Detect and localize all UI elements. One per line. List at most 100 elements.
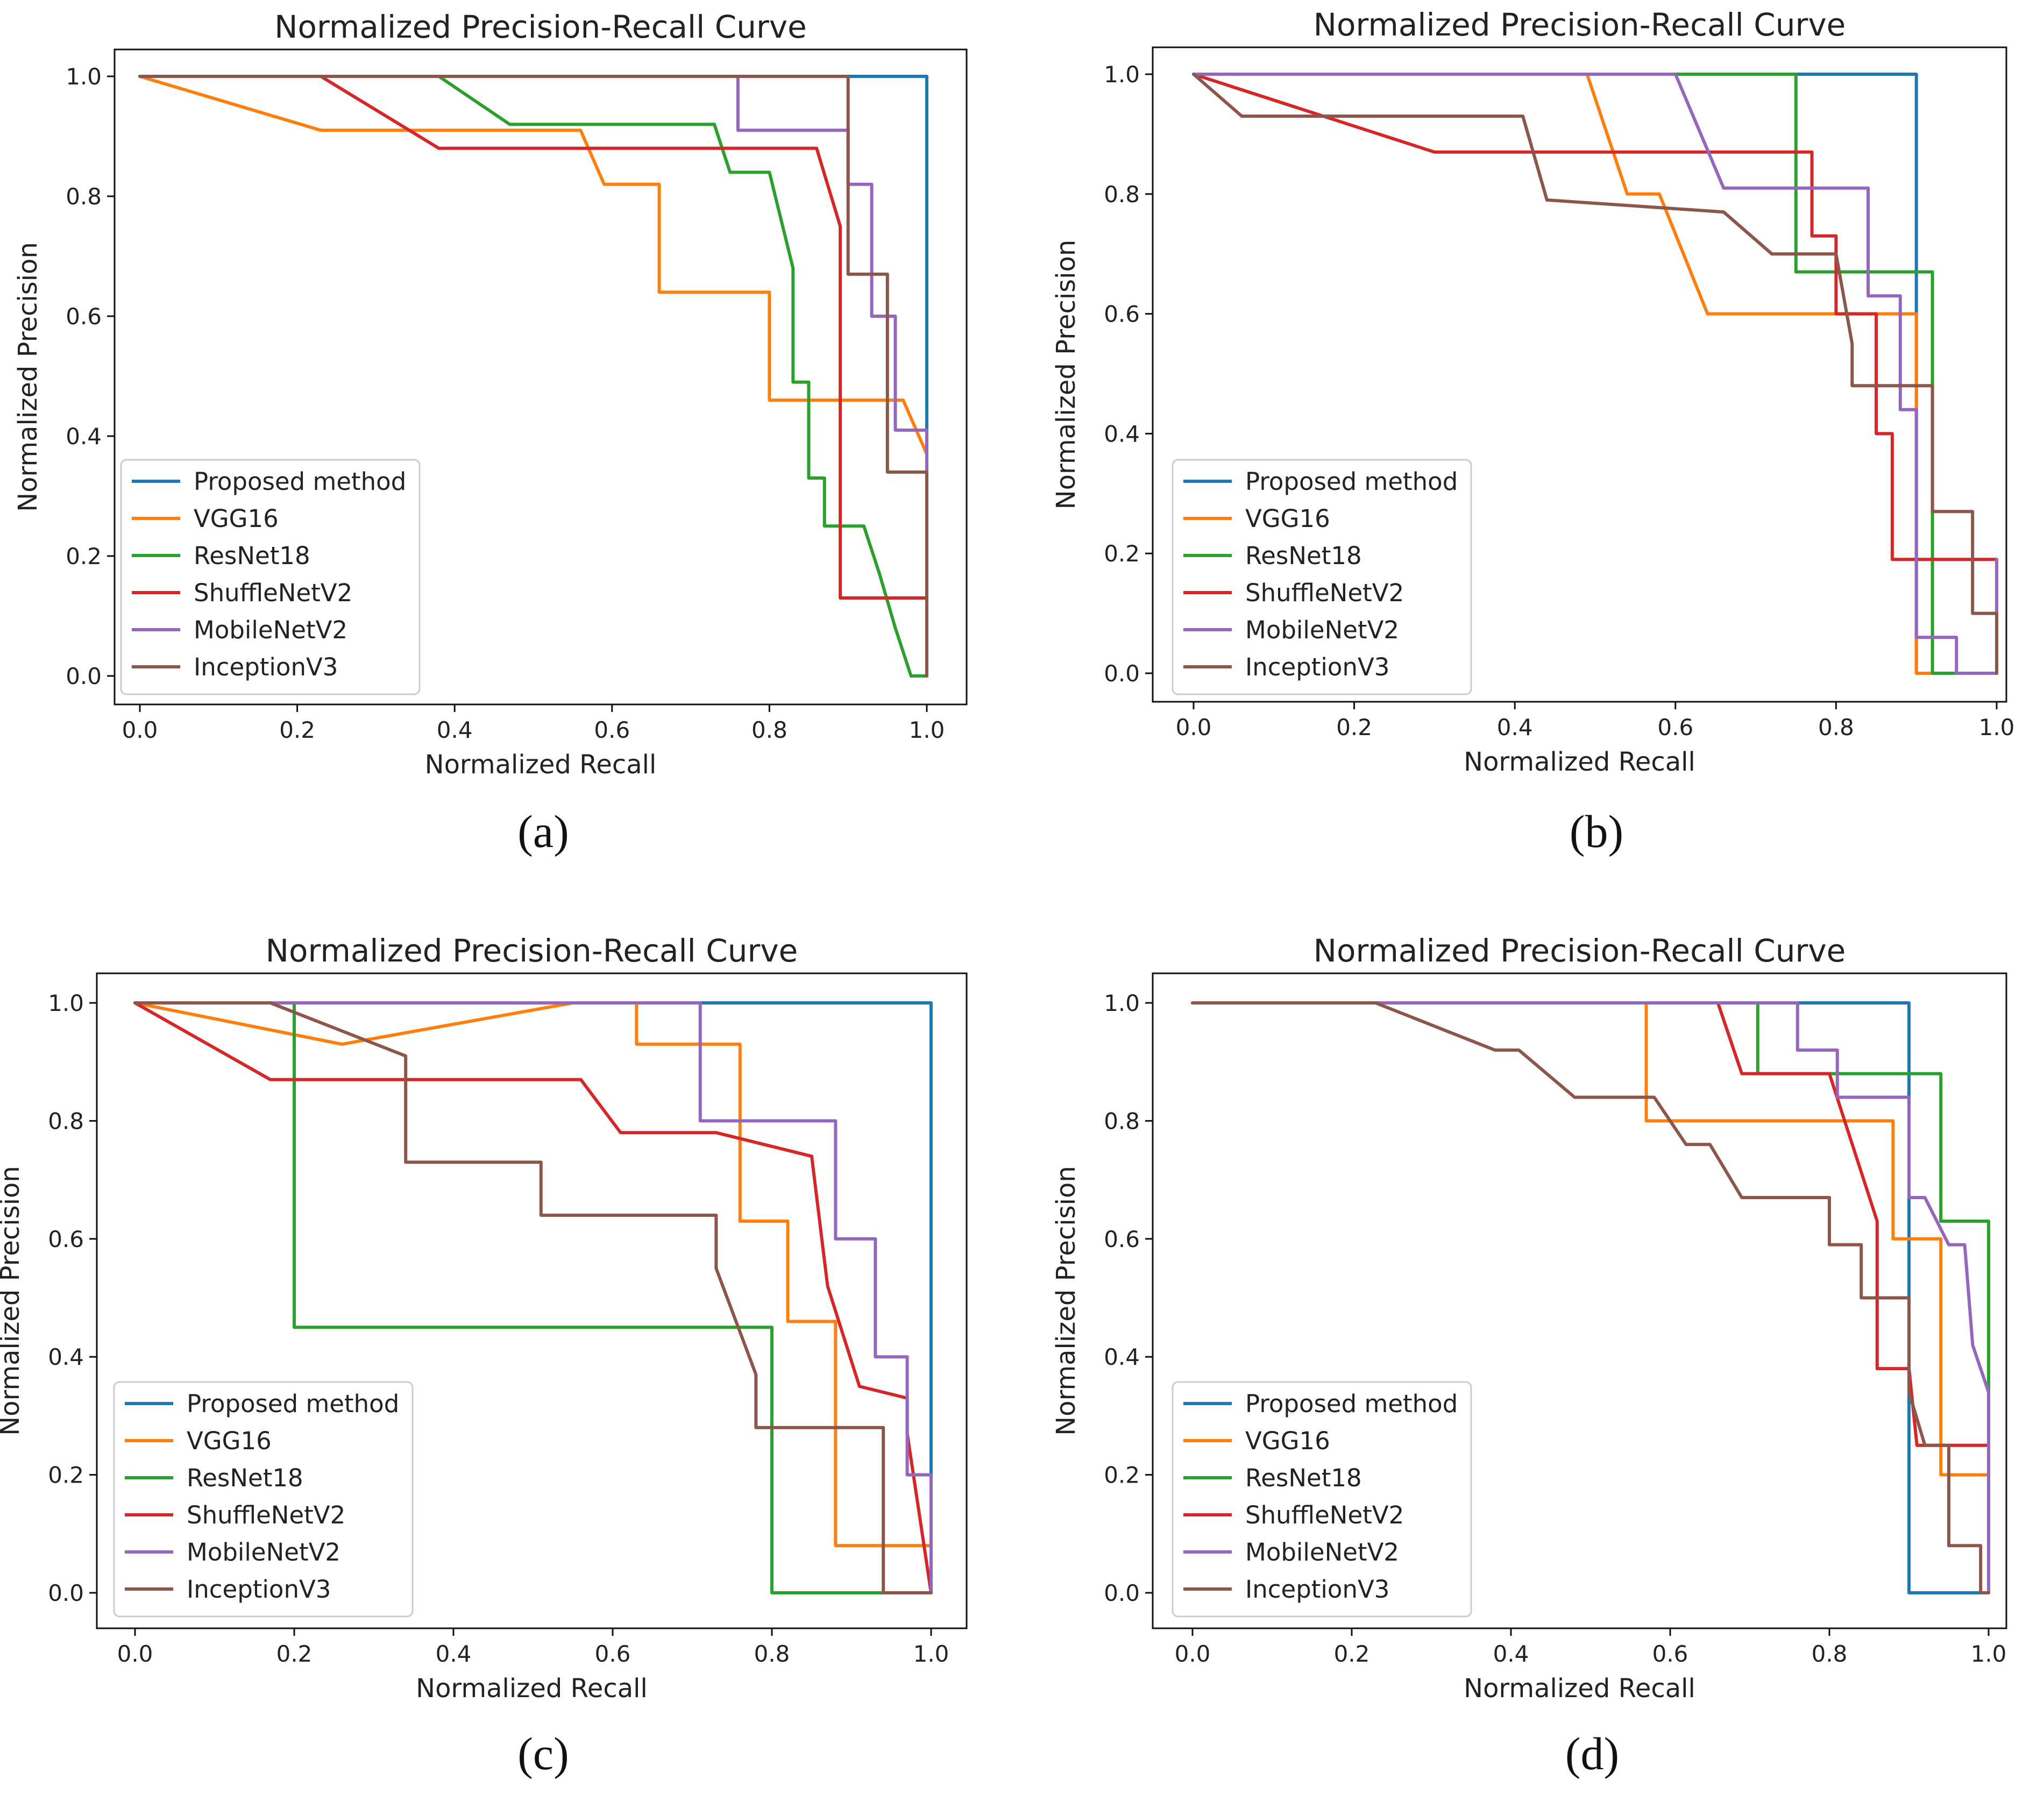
legend: Proposed method VGG16 ResNet18 ShuffleNetV2…	[120, 459, 421, 695]
y-tick-label: 1.0	[1104, 61, 1140, 88]
y-axis-label: Normalized Precision	[1051, 1166, 1081, 1436]
panel-caption: (d)	[1565, 1728, 1619, 1779]
x-axis-label: Normalized Recall	[1464, 747, 1695, 777]
x-axis-label: Normalized Recall	[425, 750, 657, 780]
series-line-mobilenetv2	[138, 75, 928, 678]
legend-label: ResNet18	[1245, 1464, 1362, 1492]
series-line-vgg16	[138, 75, 928, 678]
x-tick-label: 0.2	[279, 717, 315, 743]
series-line-inceptionv3	[1191, 1001, 1990, 1594]
series-line-inceptionv3	[138, 75, 928, 678]
x-tick-label: 1.0	[1979, 714, 2015, 740]
y-tick-label: 0.4	[66, 423, 102, 450]
legend-box	[120, 459, 421, 695]
series-line-shufflenetv2	[1191, 1001, 1990, 1594]
y-tick-label: 0.6	[1104, 301, 1140, 327]
x-tick-label: 0.6	[594, 717, 630, 743]
x-tick-label: 0.0	[1176, 714, 1212, 740]
x-tick-label: 0.4	[1497, 714, 1533, 740]
panel-caption: (c)	[517, 1728, 569, 1779]
chart-title: Normalized Precision-Recall Curve	[1314, 932, 1846, 969]
series-line-shufflenetv2	[138, 75, 928, 678]
chart-title: Normalized Precision-Recall Curve	[1314, 6, 1846, 43]
legend-label: VGG16	[187, 1427, 272, 1455]
legend-label: ShuffleNetV2	[187, 1501, 345, 1529]
y-tick-label: 0.2	[1104, 1462, 1140, 1488]
x-tick-label: 0.0	[117, 1641, 153, 1667]
y-tick-label: 0.6	[48, 1226, 84, 1252]
legend-label: ResNet18	[194, 542, 310, 570]
legend-label: InceptionV3	[1245, 1575, 1389, 1604]
legend-label: ShuffleNetV2	[194, 579, 352, 607]
legend-label: Proposed method	[187, 1390, 399, 1418]
legend-label: MobileNetV2	[194, 616, 347, 644]
chart-panel-c: Normalized Precision-Recall Curve 0.0 0.2 0…	[0, 932, 968, 1779]
legend-label: VGG16	[194, 504, 279, 533]
x-tick-label: 0.2	[1336, 714, 1372, 740]
y-tick-label: 0.2	[48, 1462, 84, 1488]
chart-panel-b: Normalized Precision-Recall Curve 0.0 0.2 0…	[1051, 6, 2014, 857]
y-tick-label: 0.4	[1104, 1344, 1140, 1370]
series-line-mobilenetv2	[1192, 73, 1998, 675]
legend-label: InceptionV3	[194, 653, 338, 681]
y-tick-label: 0.4	[1104, 421, 1140, 447]
plot-frame	[1152, 46, 2007, 703]
y-tick-label: 1.0	[1104, 990, 1140, 1016]
series-line-vgg16	[1191, 1001, 1990, 1594]
legend-label: InceptionV3	[187, 1575, 331, 1604]
x-tick-label: 0.2	[276, 1641, 313, 1667]
y-tick-label: 0.4	[48, 1344, 84, 1370]
legend-label: VGG16	[1245, 504, 1330, 533]
x-tick-label: 0.0	[122, 717, 158, 743]
x-tick-label: 0.4	[1493, 1641, 1529, 1667]
legend: Proposed method VGG16 ResNet18 ShuffleNetV2…	[1172, 459, 1472, 695]
y-tick-label: 0.6	[66, 303, 102, 330]
y-axis-label: Normalized Precision	[13, 242, 43, 512]
legend: Proposed method VGG16 ResNet18 ShuffleNetV2…	[1172, 1381, 1472, 1618]
x-tick-label: 0.8	[1812, 1641, 1848, 1667]
y-tick-label: 0.2	[66, 543, 102, 569]
x-tick-label: 0.6	[1652, 1641, 1688, 1667]
series-line-mobilenetv2	[133, 1001, 933, 1594]
legend-box	[1172, 459, 1472, 695]
y-tick-label: 0.0	[66, 663, 102, 689]
legend-label: Proposed method	[194, 467, 406, 496]
y-tick-label: 0.8	[1104, 181, 1140, 208]
plot-frame	[1152, 972, 2007, 1629]
panel-caption: (a)	[517, 806, 569, 857]
legend-label: VGG16	[1245, 1427, 1330, 1455]
series-line-resnet18	[138, 75, 928, 678]
x-tick-label: 0.6	[1657, 714, 1693, 740]
chart-panel-a: Normalized Precision-Recall Curve 0.0 0.2 0…	[13, 9, 968, 857]
legend-label: ShuffleNetV2	[1245, 579, 1404, 607]
y-tick-label: 0.0	[1104, 660, 1140, 687]
y-tick-label: 0.8	[48, 1108, 84, 1134]
legend-box	[1172, 1381, 1472, 1618]
chart-title: Normalized Precision-Recall Curve	[266, 932, 798, 969]
legend-box	[113, 1381, 414, 1618]
series-line-mobilenetv2	[1191, 1001, 1990, 1594]
x-axis-label: Normalized Recall	[1464, 1673, 1695, 1704]
x-tick-label: 0.4	[436, 1641, 472, 1667]
legend-label: ResNet18	[1245, 542, 1362, 570]
x-tick-label: 1.0	[913, 1641, 949, 1667]
legend: Proposed method VGG16 ResNet18 ShuffleNetV2…	[113, 1381, 414, 1618]
x-axis-label: Normalized Recall	[416, 1673, 648, 1704]
plot-frame	[96, 972, 968, 1629]
x-tick-label: 0.8	[1818, 714, 1854, 740]
x-tick-label: 0.2	[1334, 1641, 1370, 1667]
series-line-inceptionv3	[1192, 73, 1998, 675]
legend-label: Proposed method	[1245, 1390, 1458, 1418]
y-tick-label: 0.0	[48, 1580, 84, 1606]
x-tick-label: 0.0	[1175, 1641, 1211, 1667]
x-tick-label: 0.8	[751, 717, 787, 743]
x-tick-label: 1.0	[1971, 1641, 2007, 1667]
x-tick-label: 0.4	[437, 717, 473, 743]
y-tick-label: 0.8	[1104, 1108, 1140, 1134]
panel-caption: (b)	[1570, 806, 1623, 857]
y-tick-label: 0.8	[66, 183, 102, 210]
legend-label: InceptionV3	[1245, 653, 1389, 681]
x-tick-label: 0.6	[595, 1641, 631, 1667]
legend-label: MobileNetV2	[1245, 1538, 1399, 1566]
